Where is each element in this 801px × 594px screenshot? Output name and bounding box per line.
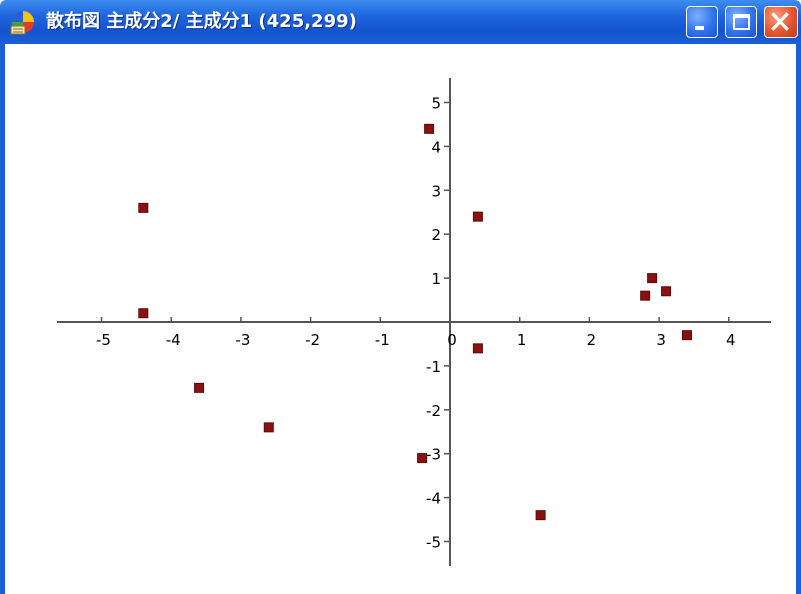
y-tick-label: 3 (431, 182, 441, 200)
window-title: 散布図 主成分2/ 主成分1 (425,299) (46, 11, 357, 32)
x-tick-label: 3 (656, 331, 666, 349)
x-tick-label: -3 (235, 331, 250, 349)
maximize-button[interactable] (725, 6, 757, 38)
y-tick-label: -1 (426, 358, 441, 376)
data-point (647, 273, 658, 284)
x-tick-label: -1 (375, 331, 390, 349)
y-tick-label: -3 (426, 446, 441, 464)
x-tick-label: 2 (587, 331, 597, 349)
x-tick-label: -2 (305, 331, 320, 349)
x-tick-label: -5 (96, 331, 111, 349)
maximize-icon (733, 14, 750, 30)
close-button[interactable] (764, 6, 798, 38)
minimize-button[interactable] (686, 6, 718, 38)
data-point (661, 286, 672, 297)
data-point (138, 202, 149, 213)
window-border-left (0, 44, 5, 594)
y-tick-label: 2 (431, 226, 441, 244)
scatter-app-icon (10, 11, 34, 35)
data-point (194, 382, 205, 393)
scatter-chart: -5 -4 -3 -2 -1 0 1 2 3 4 -5 -4 -3 -2 -1 1 2 3 4 5 (57, 78, 771, 566)
data-point (263, 422, 274, 433)
y-tick-label: 1 (431, 270, 441, 288)
y-tick-label: -4 (426, 490, 441, 508)
data-point (417, 453, 428, 464)
plot-area: -5 -4 -3 -2 -1 0 1 2 3 4 -5 -4 -3 -2 -1 1 2 3 4 5 (5, 44, 796, 594)
minimize-icon (695, 26, 704, 30)
data-point (472, 343, 483, 354)
data-point (640, 290, 651, 301)
data-point (138, 308, 149, 319)
data-point (472, 211, 483, 222)
x-tick-label: 0 (447, 331, 457, 349)
x-tick-label: 1 (517, 331, 527, 349)
x-tick-label: 4 (726, 331, 736, 349)
x-tick-label: -4 (166, 331, 181, 349)
data-point (535, 510, 546, 521)
data-point (424, 123, 435, 134)
close-icon (771, 12, 789, 31)
y-tick-label: -2 (426, 402, 441, 420)
window-border-right (796, 44, 801, 594)
y-tick-label: 4 (431, 138, 441, 156)
title-bar[interactable]: 散布図 主成分2/ 主成分1 (425,299) (0, 0, 801, 44)
y-tick-label: -5 (426, 534, 441, 552)
data-point (681, 330, 692, 341)
y-tick-label: 5 (431, 95, 441, 113)
